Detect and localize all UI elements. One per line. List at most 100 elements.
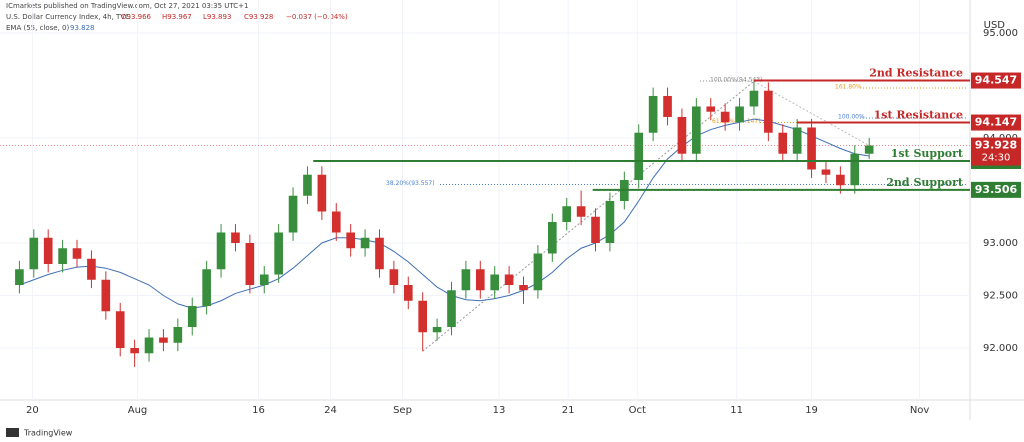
candle-body xyxy=(720,111,730,123)
candle-body xyxy=(807,127,816,170)
candle-body xyxy=(403,285,413,301)
candle-body xyxy=(72,248,82,259)
candle-body xyxy=(159,337,168,343)
y-tick-label: 92.000 xyxy=(983,343,1018,354)
candle-body xyxy=(533,253,543,291)
x-tick-label: 16 xyxy=(252,405,265,416)
candle-body xyxy=(202,269,211,307)
fib-label: 100.00%(94.543) xyxy=(710,76,762,83)
candle-body xyxy=(792,127,802,154)
candle-body xyxy=(778,132,788,154)
y-tick-label: 95.000 xyxy=(983,28,1018,39)
candle-body xyxy=(432,327,442,333)
candle-body xyxy=(29,237,39,270)
candle-body xyxy=(389,269,399,286)
price-box-label: 93.506 xyxy=(975,183,1018,196)
candle-body xyxy=(418,300,428,333)
candle-body xyxy=(317,174,327,212)
countdown: 24:30 xyxy=(982,153,1011,164)
footer-logo: TradingView xyxy=(23,429,73,438)
symbol: U.S. Dollar Currency Index, 4h, TVC xyxy=(6,13,130,21)
x-tick-label: Oct xyxy=(629,405,646,416)
candle-body xyxy=(331,211,341,233)
candle-body xyxy=(663,95,672,117)
footer-icon xyxy=(6,428,19,437)
x-tick-label: Nov xyxy=(910,405,930,416)
x-tick-label: 24 xyxy=(324,405,337,416)
candle-body xyxy=(490,274,500,291)
candle-body xyxy=(836,174,845,186)
candle-body xyxy=(447,290,456,328)
publisher: ICmarkets published on TradingView.com, … xyxy=(6,2,248,10)
candle-body xyxy=(864,145,874,154)
candle-body xyxy=(187,306,197,328)
price-box xyxy=(971,114,1021,131)
candle-body xyxy=(519,285,528,291)
candle-body xyxy=(58,248,67,265)
fib-label: 161.80% xyxy=(835,83,862,90)
candle-body xyxy=(115,311,125,349)
candle-body xyxy=(231,232,240,243)
candle-body xyxy=(173,327,183,343)
candle-body xyxy=(749,90,759,107)
candle-body xyxy=(677,116,687,154)
candle-body xyxy=(101,279,111,312)
candle-body xyxy=(605,200,615,243)
candle-body xyxy=(303,174,312,196)
x-tick-label: 20 xyxy=(26,405,39,416)
candle-body xyxy=(288,195,298,233)
candle-body xyxy=(43,237,53,265)
y-tick-label: 92.500 xyxy=(983,291,1018,302)
fib-trend xyxy=(753,80,870,146)
candle-body xyxy=(87,258,96,280)
candle-body xyxy=(130,348,139,354)
candle-body xyxy=(144,337,154,354)
candle-body xyxy=(648,95,658,133)
candle-body xyxy=(216,232,226,270)
candle-body xyxy=(562,206,572,222)
candle-body xyxy=(360,237,370,249)
x-tick-label: Aug xyxy=(128,405,148,416)
change: −0.037 (−0.04%) xyxy=(286,13,348,21)
fib-label: 38.20%(93.557) xyxy=(386,180,435,187)
candle-body xyxy=(591,216,600,243)
candle-body xyxy=(461,269,471,291)
x-tick-label: 21 xyxy=(562,405,575,416)
price-box-label: 94.147 xyxy=(975,116,1017,129)
last-price-box xyxy=(971,137,1021,166)
candle-body xyxy=(475,269,485,291)
candle-body xyxy=(850,153,860,186)
candle-body xyxy=(735,106,744,123)
candle-body xyxy=(504,274,514,286)
ema-value: 93.828 xyxy=(70,24,95,32)
last-price-label: 93.928 xyxy=(975,139,1017,152)
candle-body xyxy=(576,206,586,217)
candle-body xyxy=(346,232,355,249)
candle-body xyxy=(764,90,773,133)
candle-body xyxy=(274,232,283,275)
candle-body xyxy=(821,169,831,175)
candle-body xyxy=(15,269,24,286)
candle-body xyxy=(375,237,384,270)
level-label: 1st Resistance xyxy=(874,109,963,122)
x-tick-label: 13 xyxy=(493,405,506,416)
x-tick-label: 11 xyxy=(730,405,743,416)
level-label: 1st Support xyxy=(891,147,964,160)
x-tick-label: 19 xyxy=(805,405,818,416)
x-tick-label: Sep xyxy=(393,405,412,416)
candle-body xyxy=(706,106,716,112)
candle-body xyxy=(547,221,557,254)
price-box xyxy=(971,72,1021,89)
ema-label: EMA (55, close, 0) xyxy=(6,24,69,32)
high: H93.967 xyxy=(162,13,192,21)
currency: USD xyxy=(984,20,1006,31)
y-tick-label: 93.000 xyxy=(983,238,1018,249)
level-label: 2nd Support xyxy=(886,176,964,189)
price-box-label: 94.547 xyxy=(975,74,1017,87)
price-box xyxy=(971,181,1021,198)
open: O93.966 xyxy=(121,13,152,21)
low: L93.893 xyxy=(203,13,231,21)
level-label: 2nd Resistance xyxy=(869,67,963,80)
candle-body xyxy=(259,274,269,286)
